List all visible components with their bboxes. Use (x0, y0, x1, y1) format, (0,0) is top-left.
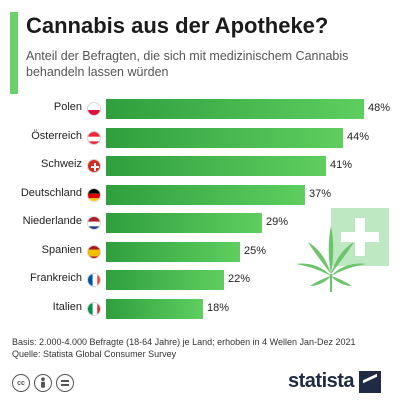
category-label: Frankreich (30, 272, 82, 284)
value-label: 48% (368, 102, 391, 114)
germany-flag-icon (87, 187, 101, 202)
category-label: Österreich (31, 129, 82, 142)
category-label: Italien (52, 300, 82, 313)
source-note: Quelle: Statista Global Consumer Survey (12, 349, 177, 359)
category-label: Schweiz (41, 158, 82, 170)
bar (106, 99, 364, 119)
bar (106, 270, 224, 290)
cc-icon: cc (12, 374, 30, 392)
no-derivatives-icon (56, 374, 74, 392)
spain-flag-icon (87, 244, 101, 259)
title-accent-bar (10, 12, 18, 94)
value-label: 29% (266, 216, 289, 228)
value-label: 22% (228, 273, 251, 285)
value-label: 37% (309, 187, 332, 200)
bar-row: Deutschland 37% (0, 184, 405, 206)
category-label: Polen (53, 101, 82, 113)
bar (106, 241, 240, 262)
value-label: 25% (244, 244, 267, 257)
category-label: Niederlande (22, 215, 82, 227)
switzerland-flag-icon (87, 159, 101, 173)
bar (106, 127, 343, 148)
bar (106, 184, 305, 205)
statista-logo-icon (359, 370, 382, 393)
category-label: Spanien (41, 243, 82, 256)
footnote: Basis: 2.000-4.000 Befragte (18-64 Jahre… (12, 336, 356, 360)
attribution-icon (34, 374, 52, 392)
bar-row: Niederlande 29% (0, 212, 405, 234)
bar-row: Österreich 44% (0, 127, 405, 149)
netherlands-flag-icon (87, 216, 101, 230)
bar (106, 213, 262, 233)
value-label: 44% (347, 130, 370, 143)
france-flag-icon (87, 273, 101, 287)
italy-flag-icon (87, 301, 101, 316)
medical-cross-icon (331, 208, 389, 266)
poland-flag-icon (87, 102, 101, 116)
austria-flag-icon (87, 130, 101, 145)
bar (106, 156, 326, 176)
chart-subtitle: Anteil der Befragten, die sich mit mediz… (26, 49, 349, 79)
bar-chart: Polen 48% Österreich 44% Schweiz 41% Deutschla… (0, 98, 405, 326)
bar-row: Schweiz 41% (0, 155, 405, 177)
category-label: Deutschland (20, 186, 82, 199)
value-label: 18% (207, 301, 230, 314)
chart-title: Cannabis aus der Apotheke? (26, 13, 329, 38)
license-icons: cc (12, 374, 74, 394)
value-label: 41% (330, 159, 353, 171)
cannabis-leaf-icon (296, 226, 366, 292)
bar-row: Polen 48% (0, 98, 405, 120)
bar (106, 298, 203, 319)
bar-row: Spanien 25% (0, 241, 405, 263)
basis-note: Basis: 2.000-4.000 Befragte (18-64 Jahre… (12, 337, 356, 347)
bar-row: Frankreich 22% (0, 269, 405, 291)
bar-row: Italien 18% (0, 298, 405, 320)
statista-brand[interactable]: statista (288, 370, 382, 393)
brand-name: statista (288, 370, 355, 392)
